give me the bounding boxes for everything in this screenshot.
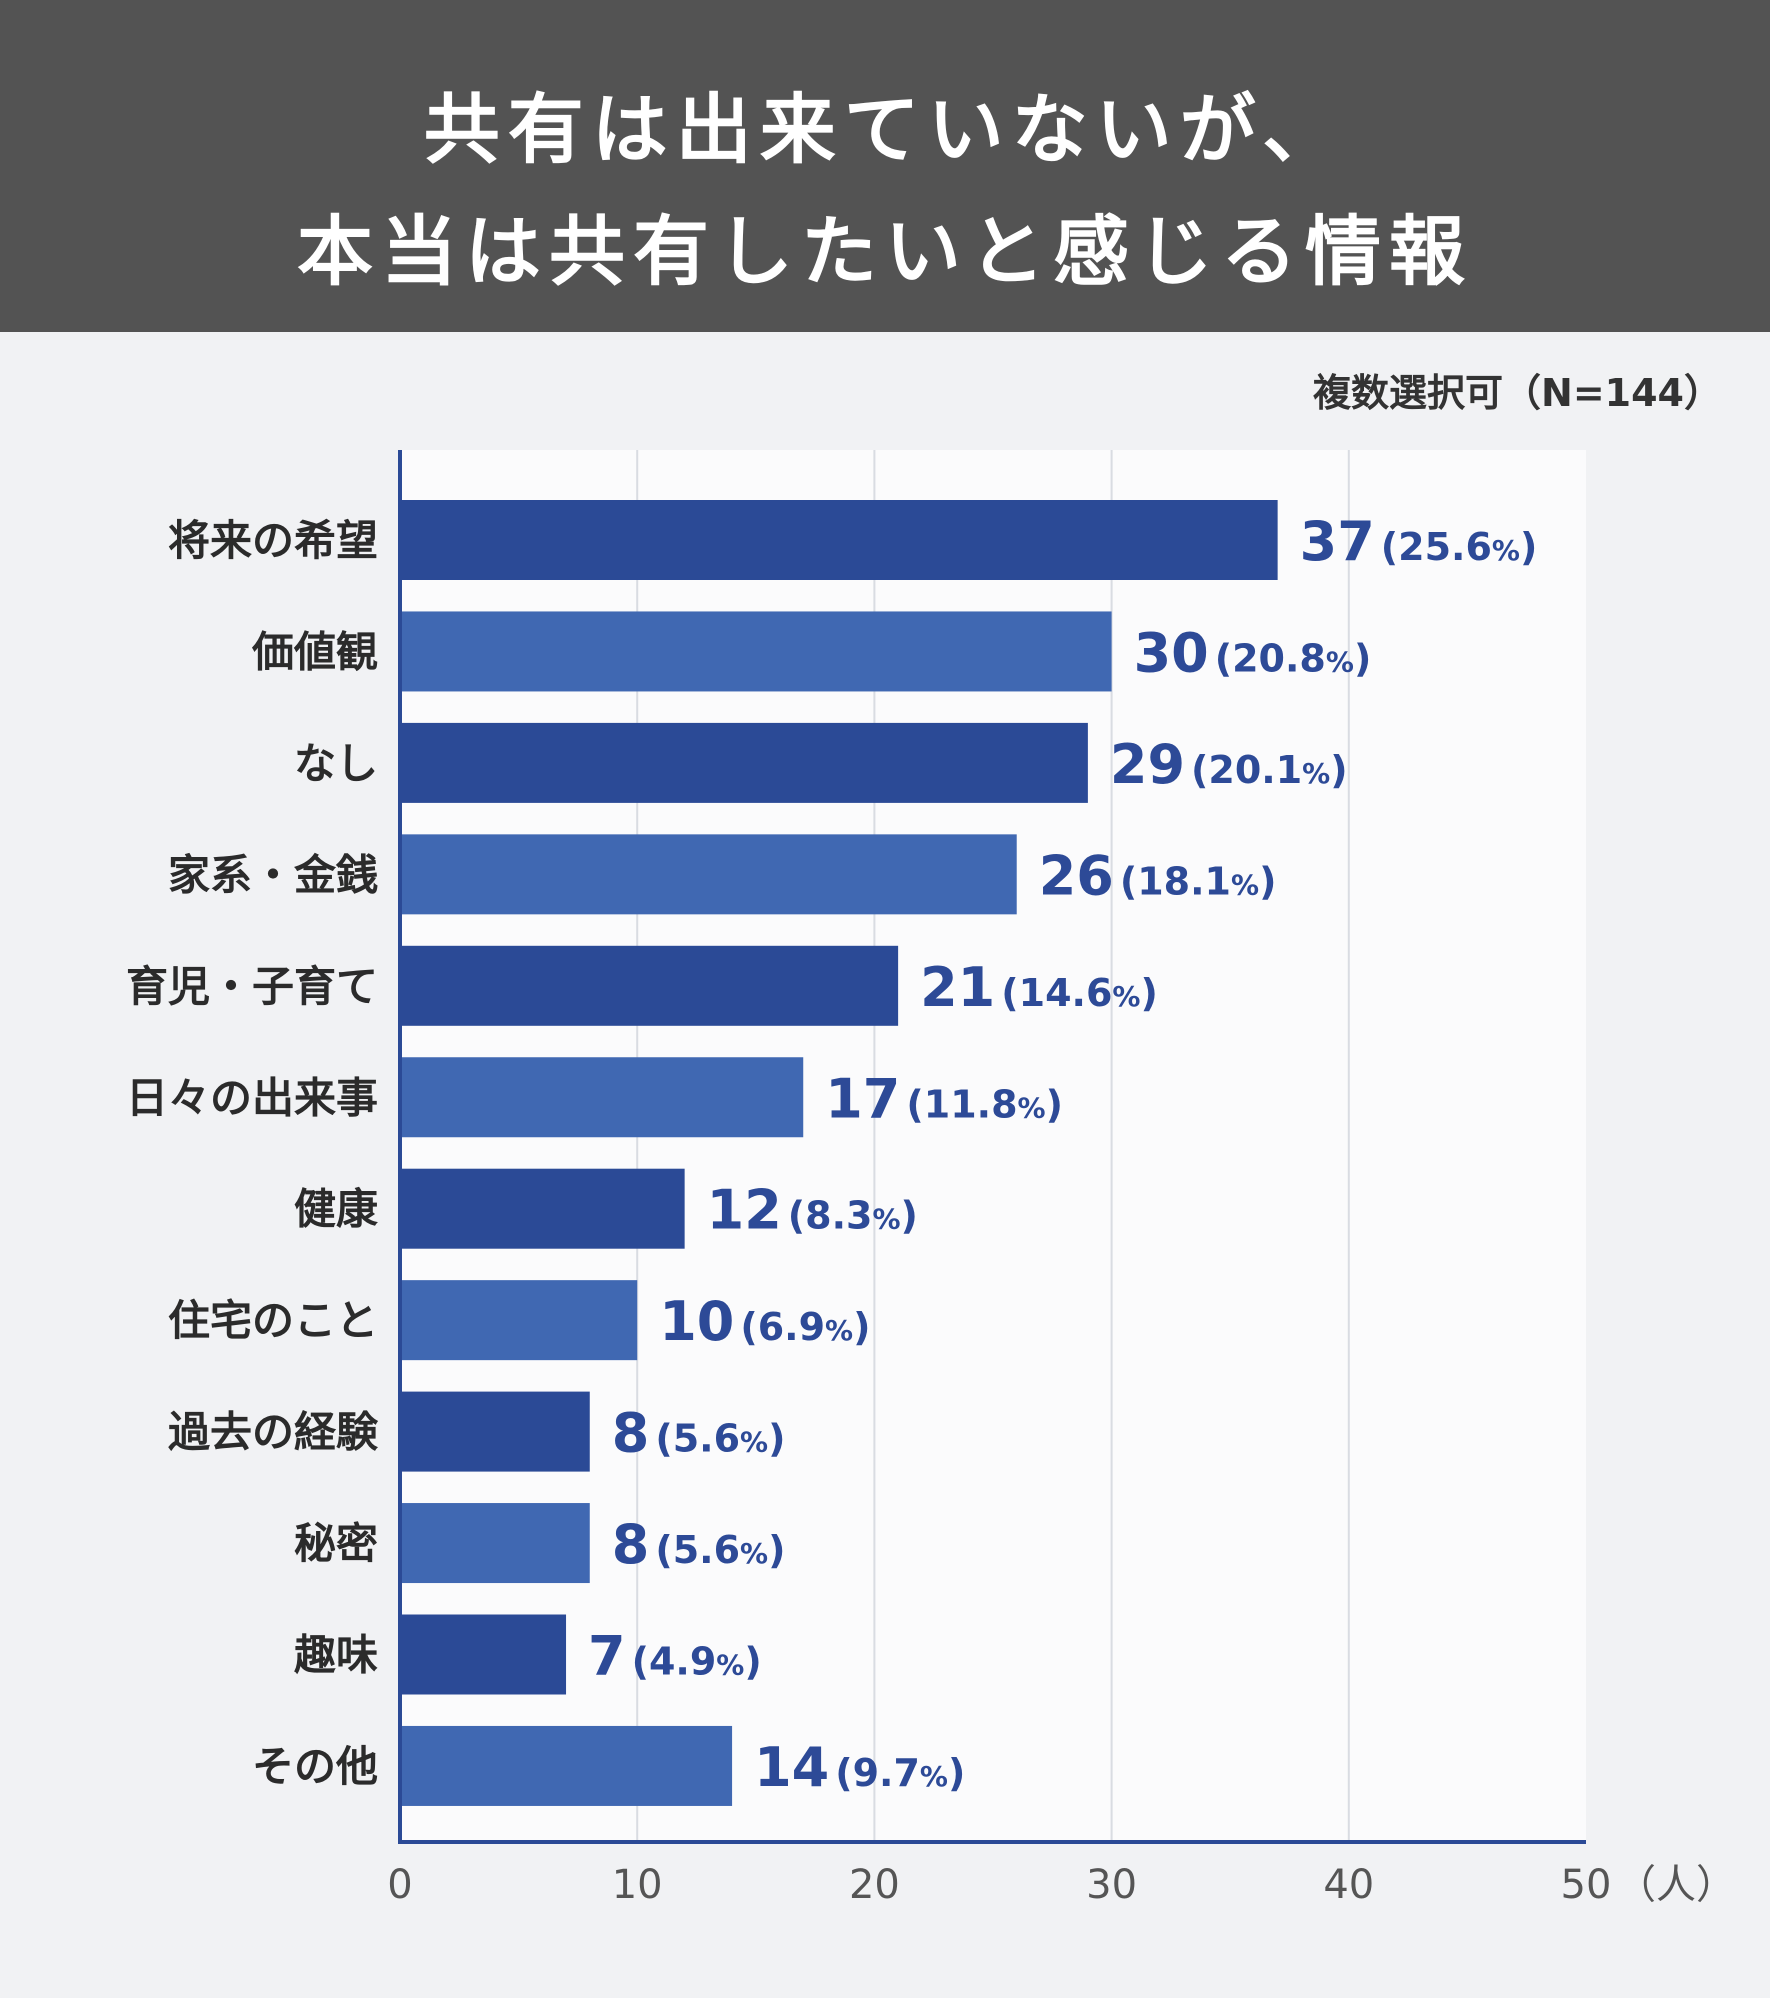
category-label: 過去の経験 bbox=[168, 1408, 379, 1457]
data-label: 12 (8.3%) bbox=[707, 1179, 918, 1242]
bar bbox=[400, 1614, 567, 1695]
category-label: なし bbox=[294, 739, 378, 788]
bar bbox=[400, 1725, 733, 1806]
category-label: 将来の希望 bbox=[168, 516, 378, 565]
sample-note: 複数選択可（N=144） bbox=[1313, 371, 1722, 415]
bar bbox=[400, 834, 1017, 915]
data-label: 8 (5.6%) bbox=[612, 1402, 786, 1465]
category-label: 秘密 bbox=[294, 1519, 378, 1568]
data-label: 29 (20.1%) bbox=[1110, 733, 1348, 796]
category-label: 育児・子育て bbox=[126, 962, 378, 1011]
x-tick-label: 30 bbox=[1086, 1862, 1137, 1908]
data-label: 8 (5.6%) bbox=[612, 1513, 786, 1576]
category-label: その他 bbox=[252, 1742, 378, 1791]
bar bbox=[400, 1280, 638, 1361]
x-tick-label: 10 bbox=[612, 1862, 663, 1908]
data-label: 17 (11.8%) bbox=[825, 1067, 1063, 1130]
category-label: 日々の出来事 bbox=[126, 1073, 378, 1122]
data-label: 7 (4.9%) bbox=[588, 1625, 762, 1688]
bar bbox=[400, 1168, 685, 1249]
bar bbox=[400, 1391, 590, 1472]
data-label: 14 (9.7%) bbox=[754, 1736, 965, 1799]
x-tick-label: 0 bbox=[387, 1862, 412, 1908]
title-line-1: 共有は出来ていないが、 bbox=[423, 85, 1347, 174]
data-label: 37 (25.6%) bbox=[1300, 510, 1538, 573]
bar bbox=[400, 500, 1278, 580]
header-banner: 共有は出来ていないが、 本当は共有したいと感じる情報 bbox=[0, 0, 1770, 332]
x-tick-label: 40 bbox=[1323, 1862, 1374, 1908]
data-label: 10 (6.9%) bbox=[659, 1290, 870, 1353]
data-label: 30 (20.8%) bbox=[1134, 621, 1372, 684]
category-label: 趣味 bbox=[294, 1631, 378, 1680]
bar bbox=[400, 945, 899, 1026]
bar bbox=[400, 1057, 804, 1138]
data-label: 26 (18.1%) bbox=[1039, 844, 1277, 907]
x-axis-unit: （人） bbox=[1616, 1862, 1736, 1908]
category-label: 家系・金銭 bbox=[168, 850, 378, 899]
data-label: 21 (14.6%) bbox=[920, 956, 1158, 1019]
category-label: 価値観 bbox=[251, 627, 378, 676]
category-label: 住宅のこと bbox=[168, 1296, 378, 1345]
x-tick-label: 50 bbox=[1561, 1862, 1612, 1908]
category-label: 健康 bbox=[294, 1185, 378, 1234]
bar bbox=[400, 611, 1112, 692]
bar bbox=[400, 722, 1088, 803]
bar bbox=[400, 1503, 590, 1584]
x-tick-label: 20 bbox=[849, 1862, 900, 1908]
title-line-2: 本当は共有したいと感じる情報 bbox=[297, 207, 1473, 296]
